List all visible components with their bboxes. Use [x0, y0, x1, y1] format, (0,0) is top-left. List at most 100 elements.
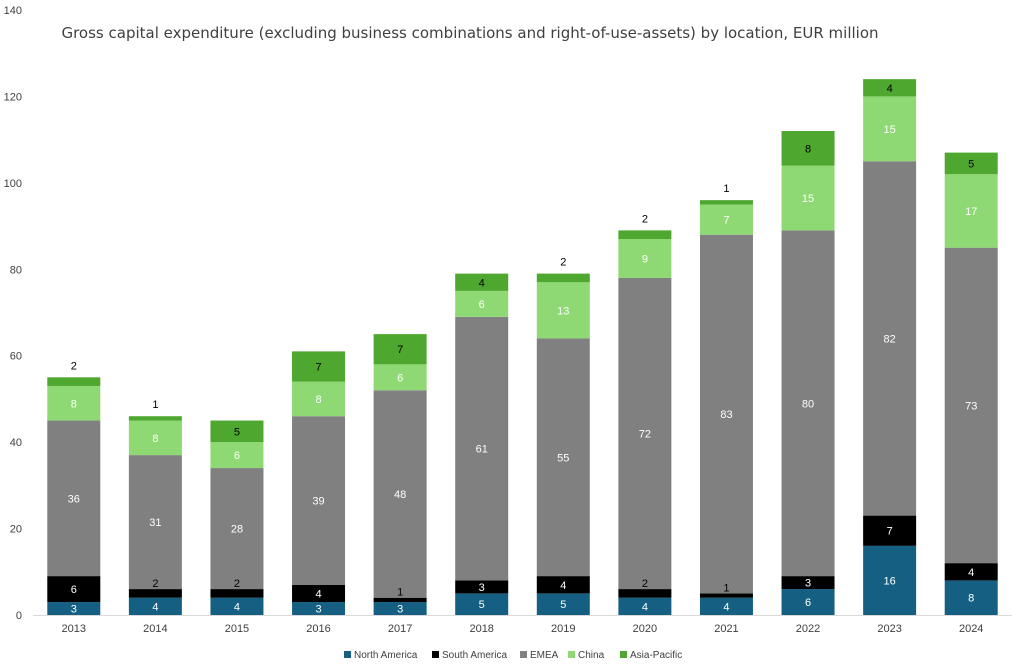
bar-segment: [292, 381, 346, 417]
data-label: 3: [71, 604, 77, 616]
data-label: 9: [642, 253, 648, 265]
data-label: 4: [968, 567, 974, 579]
data-label: 3: [315, 604, 321, 616]
data-label: 2: [560, 257, 566, 269]
bar-segment: [944, 174, 998, 248]
legend-swatch: [568, 651, 575, 658]
x-axis: 2013 2014 2015 2016 2017 2018 2019 2020 2021 2022…: [33, 615, 1012, 635]
bar-segment: [618, 277, 672, 590]
data-label: 6: [234, 450, 240, 462]
x-tick-label: 2020: [633, 623, 657, 635]
bar-segment: [863, 79, 917, 97]
chart-title: Gross capital expenditure (excluding bus…: [61, 24, 878, 42]
data-label: 1: [723, 183, 729, 195]
data-label: 39: [312, 495, 324, 507]
bar-segment: [536, 338, 590, 577]
y-tick-label: 80: [10, 264, 22, 276]
bar-segment: [128, 416, 182, 421]
bar-segment: [210, 589, 264, 598]
bar-segment: [944, 247, 998, 564]
data-label: 13: [557, 305, 569, 317]
y-tick-label: 40: [10, 437, 22, 449]
data-label: 73: [965, 400, 977, 412]
data-label: 8: [805, 143, 811, 155]
bar-segment: [292, 416, 346, 585]
bar-segment: [292, 351, 346, 382]
x-tick-label: 2014: [143, 623, 167, 635]
bar-segment: [618, 230, 672, 240]
data-label: 3: [805, 578, 811, 590]
bar-segment: [373, 364, 427, 391]
data-label: 36: [68, 493, 80, 505]
y-tick-label: 20: [10, 524, 22, 536]
data-label: 7: [723, 215, 729, 227]
bar-segment: [781, 131, 835, 166]
bar-segment: [292, 584, 346, 603]
bar-segment: [373, 597, 427, 603]
x-tick-label: 2021: [714, 623, 738, 635]
bar-segment: [455, 580, 509, 594]
data-label: 6: [71, 584, 77, 596]
bar-segment: [699, 200, 753, 205]
data-label: 15: [884, 124, 896, 136]
legend: North America South America EMEA China Asia-…: [344, 650, 682, 661]
data-label: 2: [642, 578, 648, 590]
bar-segment: [210, 442, 264, 469]
data-label: 5: [968, 158, 974, 170]
bar-segment: [47, 602, 101, 615]
bar-segment: [618, 239, 672, 278]
data-label: 3: [479, 582, 485, 594]
bar-segment: [944, 580, 998, 615]
bar-segment: [47, 576, 101, 603]
data-label: 2: [152, 578, 158, 590]
bar-segment: [699, 593, 753, 598]
data-label: 7: [315, 362, 321, 374]
data-label: 3: [397, 604, 403, 616]
bar-segment: [863, 96, 917, 162]
data-label: 4: [642, 601, 648, 613]
bar-segment: [455, 316, 509, 581]
x-tick-label: 2015: [225, 623, 249, 635]
bar-segment: [210, 420, 264, 443]
data-label: 17: [965, 206, 977, 218]
data-label: 4: [234, 601, 240, 613]
data-label: 4: [723, 601, 729, 613]
bar-segment: [128, 420, 182, 456]
data-label: 8: [315, 394, 321, 406]
data-label: 48: [394, 489, 406, 501]
legend-swatch: [620, 651, 627, 658]
bar-segment: [455, 273, 509, 291]
data-label: 7: [887, 526, 893, 538]
bar-segment: [373, 602, 427, 615]
data-label: 61: [476, 444, 488, 456]
bar-segment: [781, 576, 835, 590]
bar-segment: [699, 204, 753, 235]
data-label: 8: [152, 433, 158, 445]
y-tick-label: 120: [4, 91, 22, 103]
x-tick-label: 2023: [877, 623, 901, 635]
data-label: 5: [234, 426, 240, 438]
legend-label: EMEA: [530, 650, 559, 661]
data-label: 80: [802, 398, 814, 410]
data-label: 2: [71, 360, 77, 372]
data-label: 6: [805, 597, 811, 609]
bar-segment: [536, 576, 590, 594]
legend-label: South America: [442, 650, 507, 661]
bar-segment: [863, 161, 917, 516]
data-label: 2: [642, 213, 648, 225]
data-label: 82: [884, 333, 896, 345]
bar-segment: [699, 597, 753, 615]
data-label: 83: [720, 409, 732, 421]
data-label: 15: [802, 193, 814, 205]
bar-segment: [781, 165, 835, 231]
data-label: 4: [315, 588, 321, 600]
legend-swatch: [520, 651, 527, 658]
data-label: 8: [71, 398, 77, 410]
data-label: 4: [887, 83, 893, 95]
data-label: 5: [560, 599, 566, 611]
bar-segment: [781, 230, 835, 577]
bar-segment: [863, 545, 917, 615]
legend-label: Asia-Pacific: [630, 650, 682, 661]
bar-segment: [128, 455, 182, 590]
x-tick-label: 2013: [62, 623, 86, 635]
